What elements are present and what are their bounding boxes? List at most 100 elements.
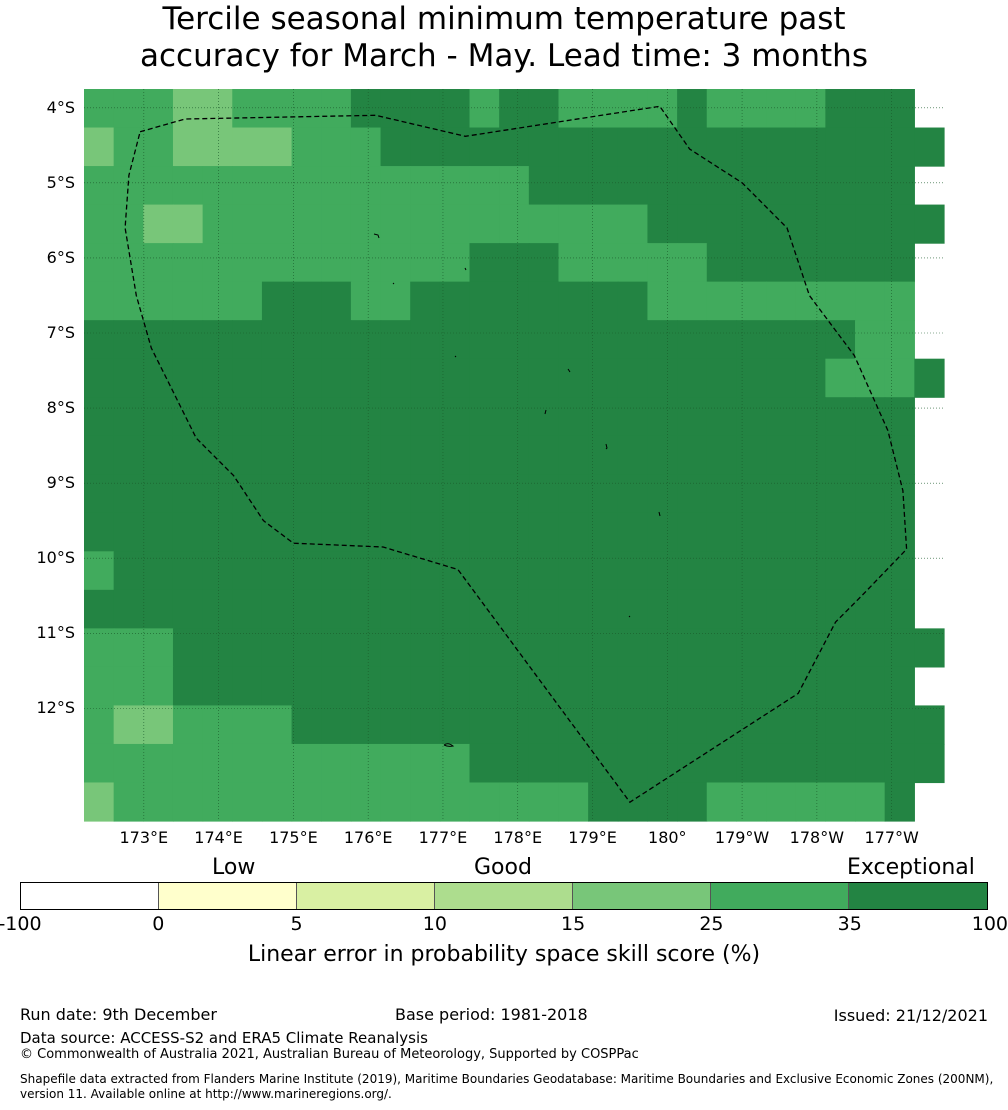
grid-cell	[855, 589, 886, 629]
grid-cell	[380, 166, 411, 206]
grid-cell	[528, 782, 560, 822]
colorbar-segment	[21, 883, 159, 909]
grid-cell	[677, 89, 708, 129]
map-title-line-2: accuracy for March - May. Lead time: 3 m…	[140, 38, 868, 74]
grid-cell	[291, 705, 322, 745]
grid-cell	[528, 743, 560, 784]
grid-cell	[202, 551, 233, 591]
grid-cell	[143, 666, 174, 707]
latitude-label: 8°S	[46, 398, 75, 418]
colorbar-label: Linear error in probability space skill …	[247, 942, 761, 967]
grid-cell	[795, 397, 826, 437]
grid-cell	[172, 127, 204, 167]
grid-cell	[499, 628, 530, 668]
grid-cell	[528, 320, 560, 360]
issued-date: Issued: 21/12/2021	[833, 1006, 988, 1025]
grid-cell	[499, 320, 530, 360]
grid-cell	[469, 743, 500, 784]
grid-cell	[558, 281, 589, 321]
grid-cell	[825, 628, 856, 668]
grid-cell	[113, 743, 144, 784]
grid-cell	[647, 127, 678, 167]
grid-cell	[410, 243, 441, 283]
grid-cell	[884, 358, 915, 398]
grid-cell	[469, 474, 500, 514]
grid-cell	[647, 474, 678, 514]
graticule	[84, 89, 944, 821]
grid-cell	[825, 320, 856, 360]
grid-cell	[232, 204, 263, 244]
grid-cell	[588, 204, 619, 244]
grid-cell	[84, 589, 115, 629]
grid-cell	[795, 204, 826, 244]
grid-cell	[350, 89, 382, 129]
grid-cell	[261, 551, 293, 591]
longitude-label: 175°E	[269, 828, 318, 847]
grid-cell	[825, 89, 856, 129]
grid-cell	[202, 320, 233, 360]
grid-cell	[677, 358, 708, 398]
grid-cell	[380, 551, 411, 591]
grid-cell	[588, 243, 619, 283]
grid-cell	[172, 743, 204, 784]
grid-cell	[143, 397, 174, 437]
grid-cell	[113, 204, 144, 244]
grid-cell	[380, 243, 411, 283]
grid-cell	[766, 397, 797, 437]
grid-cell	[499, 512, 530, 552]
grid-cell	[439, 512, 471, 552]
longitude-label: 174°E	[194, 828, 243, 847]
grid-cell	[439, 204, 471, 244]
grid-cell	[736, 397, 767, 437]
grid-cell	[617, 628, 649, 668]
skill-score-map	[84, 89, 945, 822]
grid-cell	[706, 281, 738, 321]
grid-cell	[84, 281, 115, 321]
grid-cell	[766, 204, 797, 244]
grid-cell	[677, 666, 708, 707]
grid-cell	[84, 782, 115, 822]
longitude-label: 179°W	[714, 828, 770, 847]
grid-cell	[855, 782, 886, 822]
grid-cell	[647, 89, 678, 129]
grid-cell	[677, 320, 708, 360]
grid-cell	[380, 397, 411, 437]
grid-cell	[914, 127, 945, 167]
colorbar-segment	[849, 883, 987, 909]
grid-cell	[884, 435, 915, 475]
longitude-label: 180°	[648, 828, 687, 847]
grid-cell	[291, 435, 322, 475]
grid-cell	[291, 243, 322, 283]
grid-cell	[410, 474, 441, 514]
grid-cell	[202, 204, 233, 244]
grid-cell	[884, 705, 915, 745]
grid-cell	[588, 705, 619, 745]
grid-cell	[202, 628, 233, 668]
grid-cell	[380, 320, 411, 360]
grid-cell	[736, 281, 767, 321]
grid-cell	[766, 243, 797, 283]
grid-cell	[84, 474, 115, 514]
grid-cell	[321, 166, 352, 206]
grid-cell	[380, 474, 411, 514]
grid-cell	[855, 474, 886, 514]
grid-cell	[113, 512, 144, 552]
grid-cell	[291, 782, 322, 822]
grid-cell	[736, 89, 767, 129]
grid-cell	[232, 705, 263, 745]
grid-cell	[795, 435, 826, 475]
grid-cell	[232, 628, 263, 668]
grid-cell	[261, 397, 293, 437]
grid-cell	[884, 243, 915, 283]
grid-cell	[617, 281, 649, 321]
grid-cell	[677, 281, 708, 321]
grid-cell	[647, 628, 678, 668]
grid-cell	[439, 743, 471, 784]
grid-cell	[410, 435, 441, 475]
grid-cell	[350, 243, 382, 283]
grid-cell	[232, 89, 263, 129]
grid-cell	[469, 127, 500, 167]
grid-cell	[736, 551, 767, 591]
grid-cell	[202, 743, 233, 784]
grid-cell	[647, 782, 678, 822]
